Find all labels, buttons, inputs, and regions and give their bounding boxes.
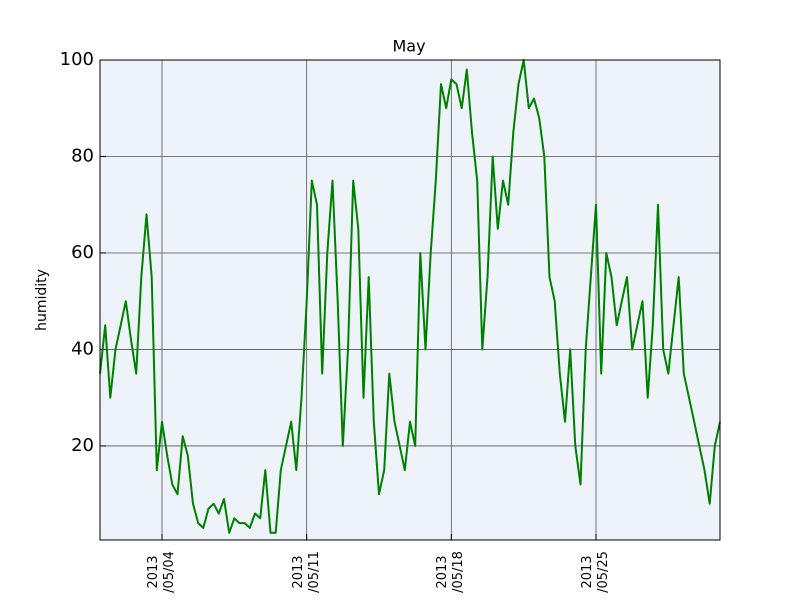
- plot-background: [100, 60, 720, 540]
- y-tick-label: 80: [71, 145, 94, 166]
- x-tick-label: 2013 /05/04: [146, 551, 177, 593]
- y-tick-label: 60: [71, 242, 94, 263]
- y-tick-label: 40: [71, 338, 94, 359]
- x-tick-label: 2013 /05/25: [580, 551, 611, 593]
- x-tick-label: 2013 /05/11: [290, 551, 322, 593]
- data-line: [99, 59, 721, 534]
- x-tick-label: 2013 /05/18: [435, 551, 467, 593]
- y-tick-label: 100: [60, 49, 94, 70]
- y-axis-label: humidity: [34, 269, 50, 331]
- chart-title: May: [392, 37, 425, 56]
- plot-frame: [99, 59, 721, 541]
- y-tick-label: 20: [71, 435, 94, 456]
